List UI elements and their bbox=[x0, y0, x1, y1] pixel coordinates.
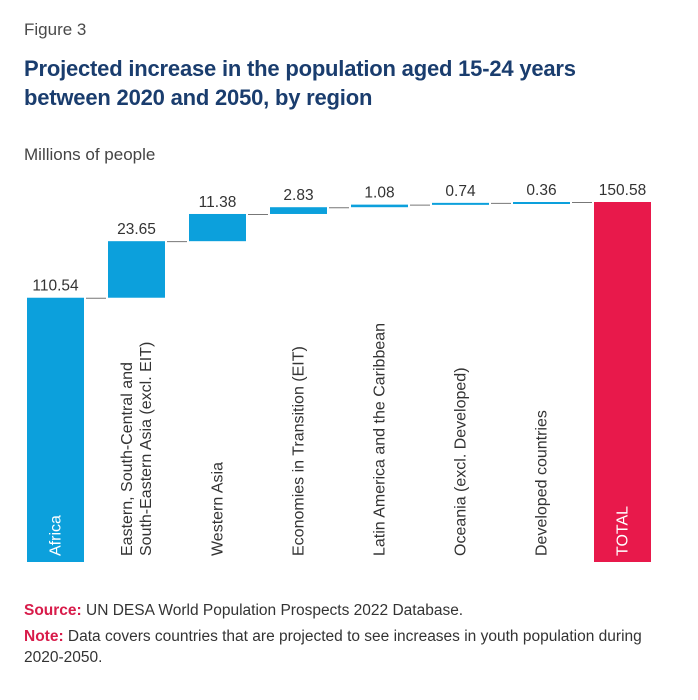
waterfall-chart: 110.54 Africa 23.65 Eastern, South-Central … bbox=[27, 182, 651, 562]
category-label: Eastern, South-Central and South-Eastern … bbox=[119, 342, 155, 556]
source-line: Source: UN DESA World Population Prospec… bbox=[24, 600, 463, 621]
category-label-line: Africa bbox=[48, 515, 65, 556]
bar-6 bbox=[513, 202, 570, 204]
total-bar bbox=[594, 202, 651, 562]
value-label: 1.08 bbox=[364, 185, 394, 202]
bar-4 bbox=[351, 204, 408, 208]
value-label: 0.74 bbox=[445, 183, 476, 200]
note-line: Note: Data covers countries that are pro… bbox=[24, 626, 674, 668]
bar-5 bbox=[432, 202, 489, 205]
bar-3 bbox=[270, 207, 327, 214]
note-label: Note: bbox=[24, 628, 64, 645]
category-label: Latin America and the Caribbean bbox=[372, 323, 389, 556]
source-label: Source: bbox=[24, 602, 82, 619]
category-label-line: Eastern, South-Central and bbox=[119, 362, 136, 556]
figure-label: Figure 3 bbox=[24, 20, 87, 39]
category-label: Africa bbox=[48, 515, 65, 556]
category-label-line: Latin America and the Caribbean bbox=[372, 323, 389, 556]
category-label: Oceania (excl. Developed) bbox=[453, 367, 470, 556]
category-label-line: TOTAL bbox=[615, 506, 632, 556]
category-label-line: Developed countries bbox=[534, 410, 551, 556]
category-label: Western Asia bbox=[210, 462, 227, 556]
category-label-line: Oceania (excl. Developed) bbox=[453, 367, 470, 556]
bar-2 bbox=[189, 213, 246, 242]
category-label-line: Economies in Transition (EIT) bbox=[291, 346, 308, 556]
value-label: 110.54 bbox=[32, 278, 79, 295]
category-label-line: South-Eastern Asia (excl. EIT) bbox=[138, 342, 155, 556]
category-label-line: Western Asia bbox=[210, 462, 227, 556]
value-label: 11.38 bbox=[199, 194, 237, 211]
note-text: Data covers countries that are projected… bbox=[24, 628, 642, 666]
value-label: 150.58 bbox=[599, 182, 646, 199]
category-label: Developed countries bbox=[534, 410, 551, 556]
value-label: 0.36 bbox=[526, 182, 556, 199]
unit-label: Millions of people bbox=[24, 145, 156, 164]
source-text: UN DESA World Population Prospects 2022 … bbox=[86, 602, 464, 619]
chart-title: Projected increase in the population age… bbox=[24, 56, 576, 110]
category-label: TOTAL bbox=[615, 506, 632, 556]
category-label: Economies in Transition (EIT) bbox=[291, 346, 308, 556]
bar-1 bbox=[108, 241, 165, 298]
bar-0 bbox=[27, 297, 84, 562]
value-label: 2.83 bbox=[283, 187, 313, 204]
value-label: 23.65 bbox=[117, 221, 156, 238]
